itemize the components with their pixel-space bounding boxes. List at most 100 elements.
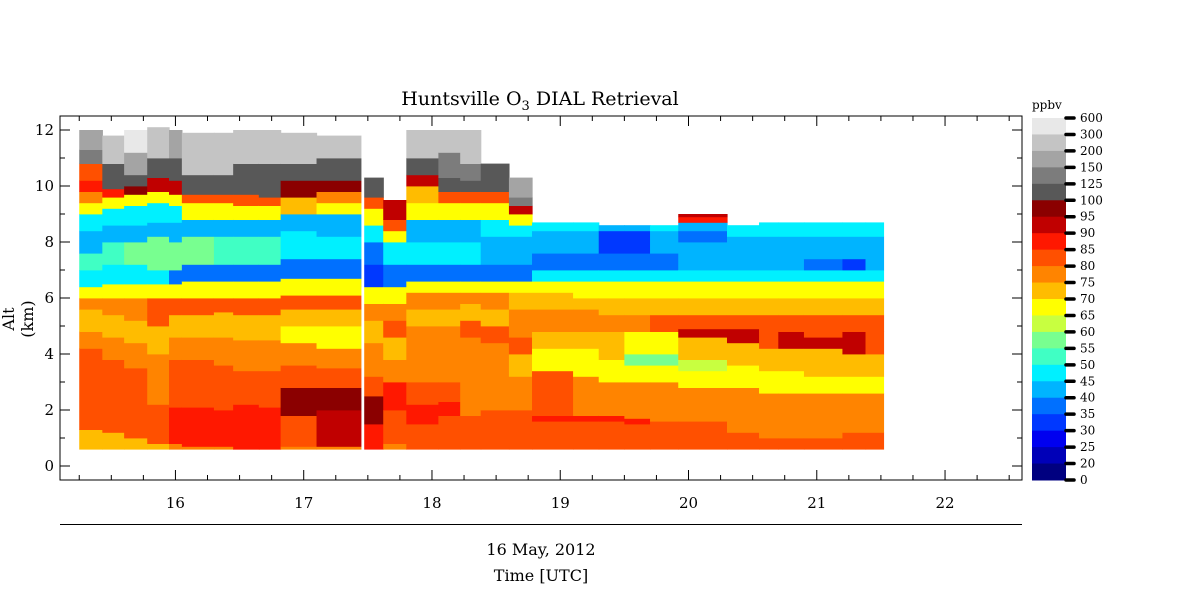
y-tick-label-1: 2 — [44, 401, 54, 419]
heatmap-cell-6-0 — [213, 446, 234, 450]
heatmap-cell-26-1 — [778, 393, 805, 439]
heatmap-cell-4-7 — [169, 270, 183, 285]
heatmap-cell-4-4 — [169, 314, 183, 338]
heatmap-cell-9-15 — [280, 132, 318, 164]
heatmap-cell-9-0 — [280, 446, 318, 450]
heatmap-cell-14-8 — [438, 242, 461, 265]
heatmap-cell-26-2 — [778, 370, 805, 394]
heatmap-cell-26-8 — [778, 270, 805, 282]
heatmap-cell-27-8 — [803, 270, 844, 282]
colorbar-band-21 — [1032, 463, 1066, 481]
heatmap-cell-23-12 — [678, 222, 728, 232]
heatmap-cell-15-9 — [460, 219, 482, 243]
heatmap-cell-29-8 — [865, 270, 885, 282]
heatmap-cell-22-5 — [650, 314, 679, 332]
heatmap-cell-5-0 — [181, 446, 215, 450]
heatmap-cell-3-2 — [147, 354, 170, 405]
heatmap-cell-27-11 — [803, 222, 844, 237]
heatmap-cell-4-6 — [169, 284, 183, 299]
heatmap-cell-21-12 — [624, 225, 651, 232]
heatmap-cell-13-5 — [406, 292, 439, 310]
heatmap-cell-18-10 — [532, 230, 574, 254]
heatmap-cell-9-7 — [280, 295, 318, 310]
heatmap-cell-22-6 — [650, 298, 679, 316]
heatmap-cell-5-12 — [181, 174, 215, 195]
heatmap-cell-0-1 — [79, 348, 103, 430]
heatmap-cell-5-10 — [181, 202, 215, 220]
heatmap-cell-17-6 — [508, 281, 533, 293]
heatmap-cell-21-7 — [624, 298, 651, 316]
title-subscript: 3 — [521, 98, 530, 114]
heatmap-cell-3-1 — [147, 404, 170, 444]
heatmap-cell-26-0 — [778, 438, 805, 450]
heatmap-cell-23-4 — [678, 337, 728, 360]
heatmap-cell-25-6 — [759, 298, 779, 316]
heatmap-cell-6-13 — [213, 132, 234, 176]
colorbar-label-19: 30 — [1080, 424, 1095, 438]
heatmap-cell-1-10 — [102, 197, 125, 209]
colorbar-band-19 — [1032, 430, 1066, 448]
heatmap-cell-2-13 — [124, 152, 148, 176]
heatmap-cell-4-5 — [169, 298, 183, 316]
heatmap-cell-21-2 — [624, 382, 651, 419]
heatmap-cell-2-0 — [124, 438, 148, 450]
heatmap-cell-7-9 — [233, 219, 260, 237]
heatmap-cell-21-6 — [624, 314, 651, 332]
heatmap-cell-27-7 — [803, 281, 844, 299]
heatmap-cell-27-5 — [803, 314, 844, 338]
heatmap-cell-15-2 — [460, 337, 482, 383]
heatmap-cell-15-14 — [460, 130, 482, 164]
heatmap-cell-1-8 — [102, 225, 125, 243]
heatmap-cell-23-9 — [678, 270, 728, 282]
heatmap-cell-7-6 — [233, 281, 260, 299]
heatmap-cell-26-4 — [778, 331, 805, 349]
heatmap-cell-4-2 — [169, 359, 183, 408]
heatmap-cell-0-2 — [79, 331, 103, 349]
heatmap-cell-19-5 — [573, 309, 600, 332]
heatmap-cell-18-1 — [532, 415, 574, 422]
heatmap-cell-7-1 — [233, 404, 260, 450]
heatmap-cell-3-0 — [147, 443, 170, 450]
x-tick-label-4: 20 — [679, 494, 698, 512]
heatmap-cell-12-6 — [383, 303, 407, 321]
heatmap-cell-0-10 — [79, 202, 103, 215]
heatmap-cell-22-1 — [650, 382, 679, 422]
heatmap-cell-10-3 — [316, 368, 363, 388]
heatmap-cell-23-0 — [678, 421, 728, 450]
heatmap-cell-18-0 — [532, 421, 574, 450]
heatmap-cell-4-9 — [169, 222, 183, 243]
heatmap-cell-2-1 — [124, 368, 148, 439]
heatmap-cell-21-1 — [624, 418, 651, 425]
heatmap-cell-19-1 — [573, 415, 600, 422]
colorbar-band-9 — [1032, 266, 1066, 284]
heatmap-cell-14-12 — [438, 177, 461, 192]
heatmap-cell-11-4 — [361, 320, 384, 344]
heatmap-cell-24-2 — [726, 365, 760, 388]
heatmap-cell-21-11 — [624, 230, 651, 254]
heatmap-cell-10-8 — [316, 278, 363, 296]
heatmap-cell-8-9 — [258, 219, 282, 237]
heatmap-cell-4-8 — [169, 242, 183, 271]
heatmap-cell-25-10 — [759, 222, 779, 237]
heatmap-cell-19-0 — [573, 421, 600, 450]
colorbar-label-10: 75 — [1080, 276, 1095, 290]
heatmap-cell-25-4 — [759, 331, 779, 349]
heatmap-cell-28-1 — [842, 393, 867, 433]
heatmap-cell-17-4 — [508, 309, 533, 338]
heatmap-cell-10-2 — [316, 387, 363, 411]
heatmap-cell-18-8 — [532, 270, 574, 282]
heatmap-cell-6-8 — [213, 236, 234, 265]
heatmap-cell-17-2 — [508, 354, 533, 377]
heatmap-cell-27-2 — [803, 376, 844, 394]
heatmap-cell-28-3 — [842, 354, 867, 377]
heatmap-cell-12-9 — [383, 242, 407, 265]
colorbar-label-20: 25 — [1080, 440, 1095, 454]
heatmap-cell-9-3 — [280, 365, 318, 388]
colorbar-label-15: 50 — [1080, 358, 1095, 372]
heatmap-cell-1-4 — [102, 298, 125, 316]
heatmap-cell-5-6 — [181, 281, 215, 299]
heatmap-cell-17-1 — [508, 376, 533, 411]
heatmap-cell-15-0 — [460, 415, 482, 450]
colorbar-band-5 — [1032, 200, 1066, 218]
